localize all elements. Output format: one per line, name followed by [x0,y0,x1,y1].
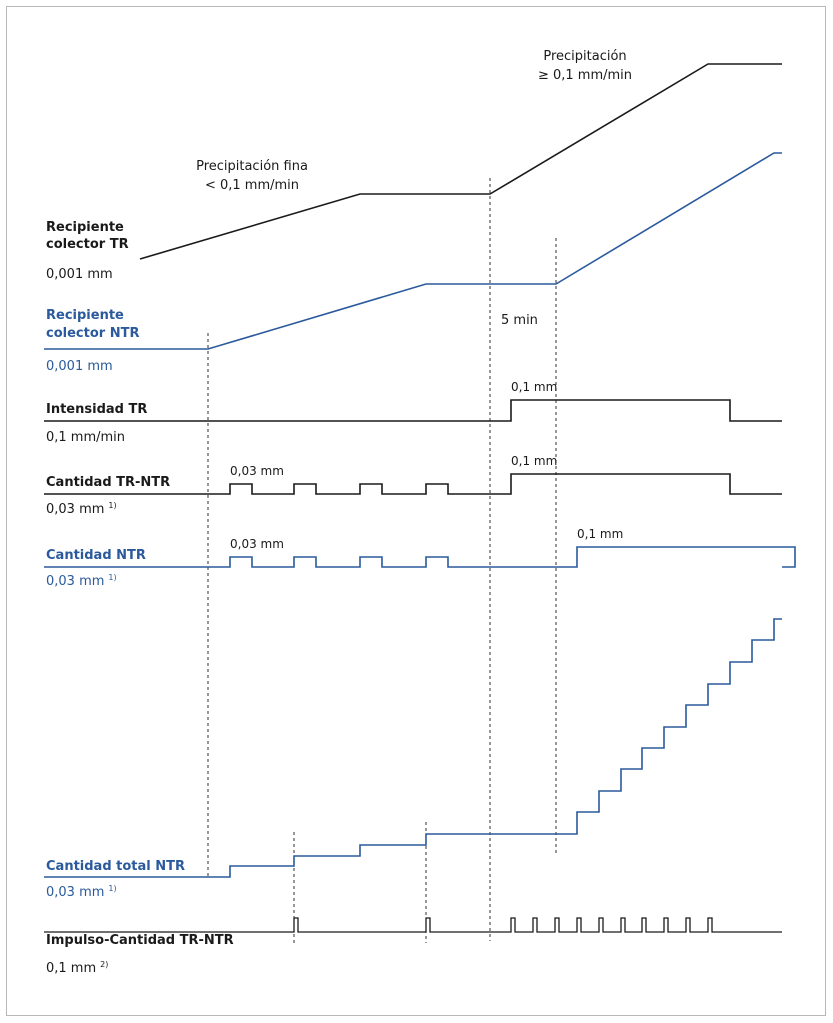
trace-ntr-amount [44,546,796,568]
annotation-five-min: 5 min [501,313,538,328]
label-tr-intensity: Intensidad TR [46,402,147,417]
annotation-precip-2: ≥ 0,1 mm/min [538,68,632,83]
unit-tr-intensity: 0,1 mm/min [46,430,125,445]
trace-ntr-collector [44,152,782,350]
annotation-precip-1: Precipitación [543,49,626,64]
label-tr-ntr-amount: Cantidad TR-NTR [46,475,170,490]
trace-tr-intensity [44,399,782,422]
unit-ntr-collector: 0,001 mm [46,359,113,374]
label-tr-collector-1: Recipiente [46,220,124,235]
unit-pulse: 0,1 mm 2) [46,960,108,976]
label-ntr-collector-2: colector NTR [46,326,139,341]
unit-ntr-amount: 0,03 mm 1) [46,573,117,589]
unit-tr-collector: 0,001 mm [46,267,113,282]
row-labels: Recipiente colector TR 0,001 mm Recipien… [46,220,234,976]
trace-tr-collector [139,63,782,260]
annotation-intensity-value: 0,1 mm [511,380,557,394]
annotation-ntr-large: 0,1 mm [577,527,623,541]
label-ntr-collector-1: Recipiente [46,308,124,323]
trace-ntr-total [44,618,782,878]
annotation-fine-precip-2: < 0,1 mm/min [205,178,299,193]
label-pulse: Impulso-Cantidad TR-NTR [46,933,234,948]
label-tr-collector-2: colector TR [46,237,129,252]
annotation-tr-ntr-large: 0,1 mm [511,454,557,468]
unit-ntr-total: 0,03 mm 1) [46,884,117,900]
trace-tr-ntr-amount [44,473,782,495]
annotations: Precipitación fina < 0,1 mm/min Precipit… [196,49,632,551]
trace-pulse [44,917,782,933]
annotation-fine-precip-1: Precipitación fina [196,159,308,174]
label-ntr-total: Cantidad total NTR [46,859,185,874]
diagram-frame [6,6,826,1016]
annotation-ntr-small: 0,03 mm [230,537,284,551]
annotation-tr-ntr-small: 0,03 mm [230,464,284,478]
label-ntr-amount: Cantidad NTR [46,548,146,563]
unit-tr-ntr-amount: 0,03 mm 1) [46,501,117,517]
